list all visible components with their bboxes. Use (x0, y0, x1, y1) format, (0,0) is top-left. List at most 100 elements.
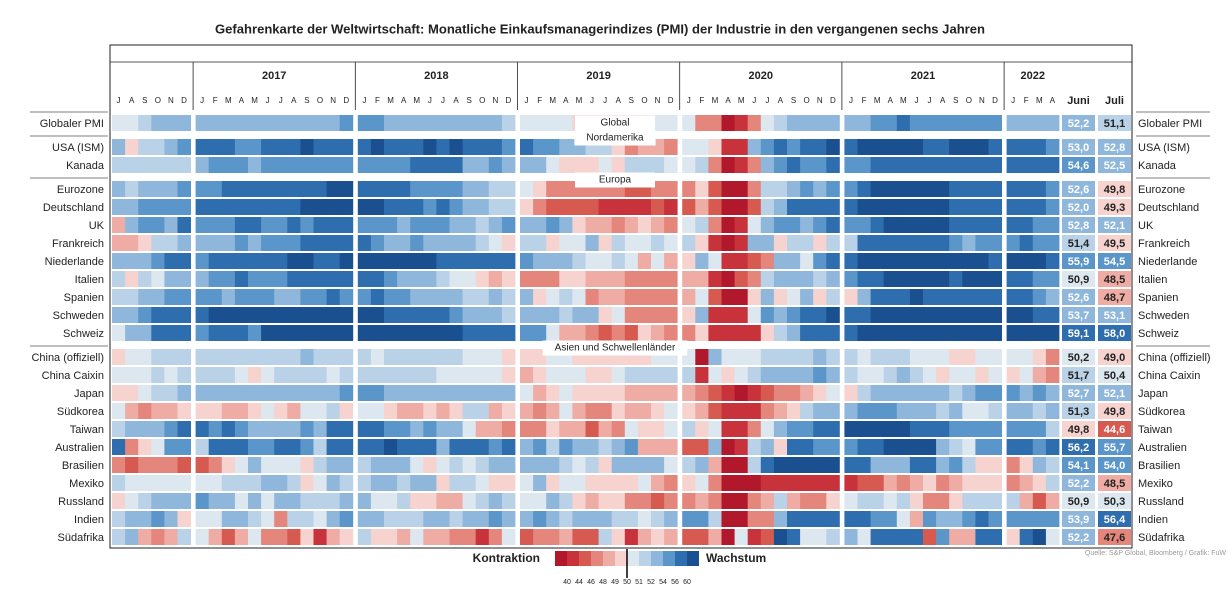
heat-cell (384, 271, 398, 287)
heat-cell (883, 325, 898, 341)
month-label: D (181, 96, 187, 105)
heat-cell (423, 403, 437, 419)
heat-cell (357, 235, 372, 251)
legend-tick: 56 (671, 579, 679, 586)
month-label: O (966, 96, 972, 105)
heat-cell (909, 271, 924, 287)
heat-cell (734, 253, 749, 269)
heat-cell (988, 349, 1002, 365)
month-label: D (343, 96, 349, 105)
heat-cell (624, 199, 639, 215)
heat-cell (462, 421, 477, 437)
heat-cell (598, 475, 613, 491)
heat-cell (1045, 385, 1060, 401)
latest-cell (1098, 235, 1131, 251)
heat-cell (747, 457, 762, 473)
month-label: J (687, 96, 691, 105)
heat-cell (475, 325, 490, 341)
heat-cell (572, 385, 586, 401)
heat-cell (423, 307, 437, 323)
heat-cell (221, 115, 236, 131)
heat-cell (857, 349, 871, 365)
heat-cell (436, 157, 450, 173)
heat-cell (760, 253, 775, 269)
heat-cell (949, 307, 963, 323)
month-label: O (641, 96, 647, 105)
group-label-box (575, 172, 655, 188)
heat-cell (949, 421, 963, 437)
heat-cell (1006, 439, 1021, 455)
heat-cell (164, 157, 178, 173)
heat-cell (747, 181, 762, 197)
heat-cell (248, 307, 262, 323)
heat-cell (962, 139, 976, 155)
heat-cell (164, 385, 178, 401)
heat-cell (546, 457, 560, 473)
heat-cell (287, 217, 301, 233)
heat-cell (501, 439, 516, 455)
heat-cell (857, 115, 871, 131)
latest-cell (1062, 493, 1095, 509)
heat-cell (195, 403, 210, 419)
heat-cell (870, 367, 885, 383)
month-label: O (804, 96, 810, 105)
heat-cell (949, 157, 963, 173)
heat-cell (844, 529, 858, 545)
heat-cell (423, 325, 437, 341)
heat-cell (248, 475, 262, 491)
heat-cell (909, 439, 924, 455)
heat-cell (313, 511, 327, 527)
heat-cell (598, 367, 613, 383)
heat-cell (559, 139, 573, 155)
latest-cell (1098, 217, 1131, 233)
heat-cell (475, 289, 490, 305)
heat-cell (883, 307, 898, 323)
heat-cell (870, 349, 885, 365)
heat-cell (975, 385, 989, 401)
heat-cell (572, 511, 586, 527)
heat-cell (747, 271, 762, 287)
heat-cell (462, 403, 477, 419)
heat-cell (936, 253, 950, 269)
heat-cell (397, 529, 411, 545)
heat-cell (664, 289, 678, 305)
heat-cell (436, 421, 450, 437)
heat-cell (624, 529, 639, 545)
month-label: M (1036, 96, 1043, 105)
heat-cell (870, 253, 885, 269)
latest-cell (1062, 181, 1095, 197)
heat-cell (112, 115, 126, 131)
heat-cell (436, 403, 450, 419)
heat-cell (962, 115, 976, 131)
heat-cell (813, 349, 827, 365)
heat-cell (559, 157, 573, 173)
heat-cell (975, 271, 989, 287)
heat-cell (313, 493, 327, 509)
heat-cell (151, 385, 165, 401)
heat-cell (261, 475, 275, 491)
heat-cell (370, 271, 385, 287)
heat-cell (449, 493, 463, 509)
heat-cell (546, 403, 560, 419)
month-label: J (928, 96, 932, 105)
heat-cell (164, 199, 178, 215)
heat-cell (936, 439, 950, 455)
heat-cell (546, 385, 560, 401)
heat-cell (1032, 439, 1047, 455)
heat-cell (695, 253, 709, 269)
heat-cell (598, 271, 613, 287)
heat-cell (300, 307, 314, 323)
heat-cell (546, 325, 560, 341)
heat-cell (883, 217, 898, 233)
heat-cell (1045, 271, 1060, 287)
heat-cell (339, 115, 354, 131)
heat-cell (384, 253, 398, 269)
heat-cell (857, 493, 871, 509)
heat-cell (261, 253, 275, 269)
heat-cell (1006, 349, 1021, 365)
heat-cell (195, 457, 210, 473)
latest-header: Juni (1067, 95, 1090, 107)
heat-cell (1006, 475, 1021, 491)
heat-cell (546, 367, 560, 383)
heat-cell (682, 421, 696, 437)
